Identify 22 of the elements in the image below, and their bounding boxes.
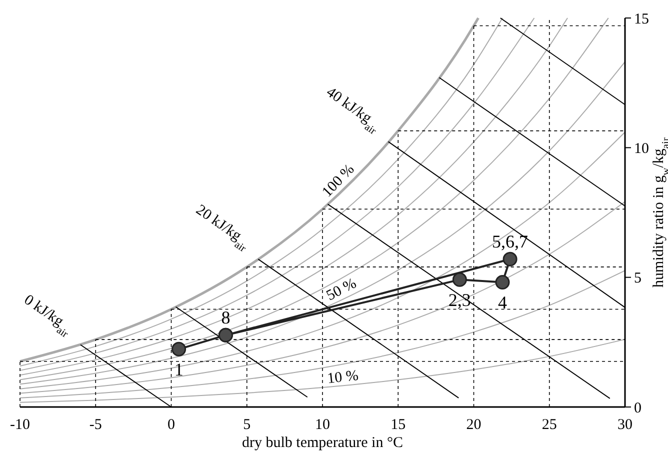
- annotation: 100 %: [319, 162, 358, 201]
- annotation: 4: [498, 292, 507, 313]
- annotation: 5,6,7: [492, 231, 528, 252]
- y-tick-label: 15: [634, 11, 649, 28]
- annotation: 10 %: [326, 368, 360, 388]
- x-axis-title: dry bulb temperature in °C: [242, 435, 403, 451]
- x-tick-label: -10: [10, 417, 30, 433]
- x-tick-label: 0: [168, 417, 175, 433]
- annotation: 50 %: [324, 276, 360, 304]
- y-tick-label: 10: [634, 140, 649, 157]
- x-tick-label: 15: [390, 417, 406, 433]
- x-tick-label: 10: [315, 417, 330, 433]
- y-tick-label: 5: [634, 270, 642, 287]
- x-tick-label: 25: [542, 417, 557, 433]
- x-tick-label: 30: [618, 417, 632, 433]
- y-tick-label: 0: [634, 400, 642, 416]
- x-tick-label: -5: [89, 417, 102, 433]
- x-tick-label: 5: [243, 417, 251, 433]
- x-tick-label: 20: [466, 417, 482, 433]
- annotation: 2,3: [448, 290, 471, 310]
- annotation: 8: [221, 307, 230, 328]
- annotation: 1: [174, 359, 184, 380]
